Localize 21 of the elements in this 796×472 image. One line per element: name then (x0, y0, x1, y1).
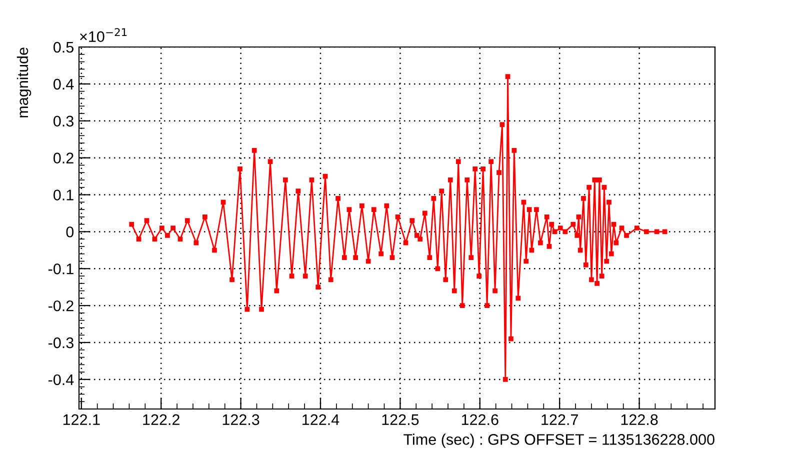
y-axis-title: magnitude (16, 48, 32, 118)
y-tick-label: 0.2 (54, 152, 74, 164)
y-tick-label: -0.4 (48, 374, 74, 386)
x-tick-label: 122.5 (382, 414, 419, 426)
y-tick-label: 0.1 (54, 190, 74, 200)
x-tick-label: 122.1 (63, 414, 100, 425)
x-tick-label: 122.7 (542, 414, 578, 425)
x-tick-label: 122.4 (302, 414, 340, 425)
y-tick-label: 0.3 (54, 116, 74, 127)
x-tick-label: 122.8 (621, 414, 658, 426)
x-tick-label: 122.6 (462, 414, 498, 426)
y-tick-label: 0.5 (54, 42, 74, 53)
x-tick-label: 122.3 (222, 414, 260, 426)
y-tick-label: -0.1 (48, 264, 74, 274)
x-tick-label: 122.2 (143, 414, 180, 425)
y-tick-label: -0.2 (48, 300, 74, 312)
y-tick-label: -0.3 (48, 337, 74, 348)
y-tick-label: 0.4 (54, 78, 74, 90)
x-axis-title: Time (sec) : GPS OFFSET = 1135136228.000 (404, 434, 714, 448)
y-tick-label: 0 (66, 226, 74, 238)
text: ×10$^{−21}$ (80, 28, 127, 42)
